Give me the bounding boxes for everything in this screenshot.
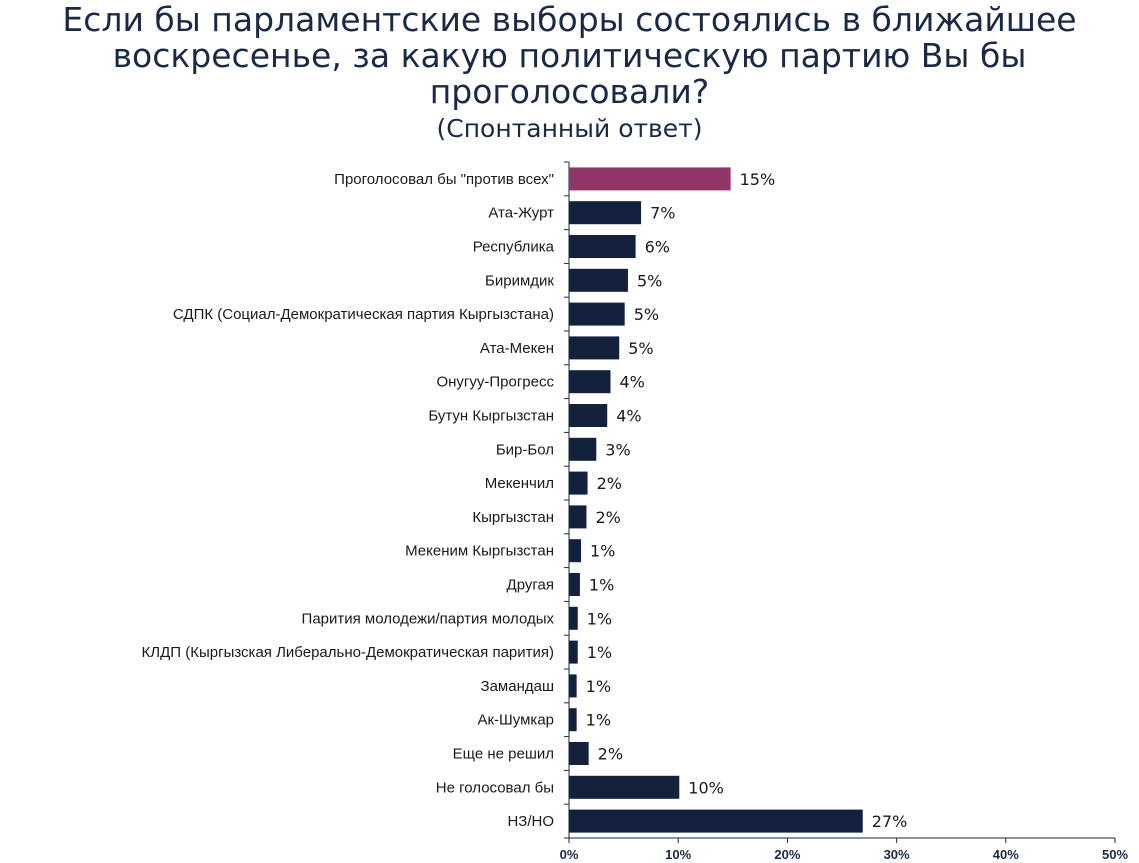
- x-tick-label: 10%: [665, 847, 691, 862]
- value-label: 1%: [589, 576, 614, 595]
- category-label: Ата-Мекен: [480, 340, 554, 357]
- bar: [569, 505, 587, 529]
- category-label: КЛДП (Кыргызская Либерально-Демократичес…: [142, 644, 554, 661]
- bar: [569, 302, 625, 326]
- category-label: Проголосовал бы "против всех": [334, 171, 554, 188]
- value-label: 1%: [587, 609, 612, 628]
- bar: [569, 167, 731, 191]
- value-label: 27%: [872, 812, 908, 831]
- category-label: Замандаш: [481, 678, 554, 695]
- bar: [569, 268, 628, 292]
- value-label: 4%: [616, 407, 641, 426]
- bar: [569, 370, 611, 394]
- value-label: 2%: [595, 508, 620, 527]
- bar: [569, 809, 863, 833]
- x-tick-label: 20%: [774, 847, 800, 862]
- category-label: Не голосовал бы: [436, 779, 554, 796]
- category-label: Республика: [473, 239, 555, 256]
- value-label: 2%: [597, 474, 622, 493]
- category-label: Еще не решил: [453, 746, 554, 763]
- bar: [569, 539, 582, 563]
- category-label: НЗ/НО: [507, 813, 554, 830]
- category-label: Парития молодежи/партия молодых: [302, 610, 555, 627]
- bar: [569, 708, 577, 732]
- bar: [569, 235, 636, 258]
- category-label: Бутун Кыргызстан: [428, 408, 554, 425]
- value-label: 5%: [634, 305, 659, 324]
- value-label: 5%: [637, 271, 662, 290]
- bar: [569, 404, 608, 427]
- category-label: Мекеним Кыргызстан: [405, 543, 554, 560]
- bar: [569, 742, 589, 765]
- value-label: 4%: [619, 373, 644, 392]
- category-label: Ата-Журт: [488, 205, 554, 222]
- bar: [569, 674, 577, 698]
- x-tick-label: 50%: [1102, 847, 1128, 862]
- category-label: Другая: [507, 577, 554, 594]
- category-label: Кыргызстан: [472, 509, 554, 526]
- value-label: 5%: [628, 339, 653, 358]
- x-tick-label: 30%: [884, 847, 910, 862]
- bar: [569, 775, 680, 799]
- value-label: 6%: [645, 238, 670, 257]
- category-label: Ак-Шумкар: [477, 712, 554, 729]
- category-label: Онугуу-Прогресс: [436, 374, 554, 391]
- category-label: Мекенчил: [485, 475, 554, 492]
- bar: [569, 573, 580, 596]
- x-tick-label: 0%: [560, 847, 579, 862]
- value-label: 3%: [605, 440, 630, 459]
- category-label: Биримдик: [485, 272, 554, 289]
- value-label: 2%: [598, 745, 623, 764]
- value-label: 1%: [587, 643, 612, 662]
- value-label: 1%: [590, 542, 615, 561]
- bar: [569, 201, 642, 225]
- value-label: 1%: [586, 677, 611, 696]
- bar: [569, 640, 578, 664]
- bar: [569, 336, 620, 360]
- value-label: 7%: [650, 204, 675, 223]
- value-label: 10%: [688, 778, 724, 797]
- chart-subtitle: (Спонтанный ответ): [436, 114, 703, 143]
- bar: [569, 606, 578, 630]
- chart-title: Если бы парламентские выборы состоялись …: [62, 0, 1077, 111]
- category-label: Бир-Бол: [496, 441, 554, 458]
- bar: [569, 437, 597, 461]
- value-label: 15%: [740, 170, 776, 189]
- category-label: СДПК (Социал-Демократическая партия Кырг…: [173, 306, 554, 323]
- x-tick-label: 40%: [993, 847, 1019, 862]
- value-label: 1%: [586, 711, 611, 730]
- bar: [569, 471, 588, 495]
